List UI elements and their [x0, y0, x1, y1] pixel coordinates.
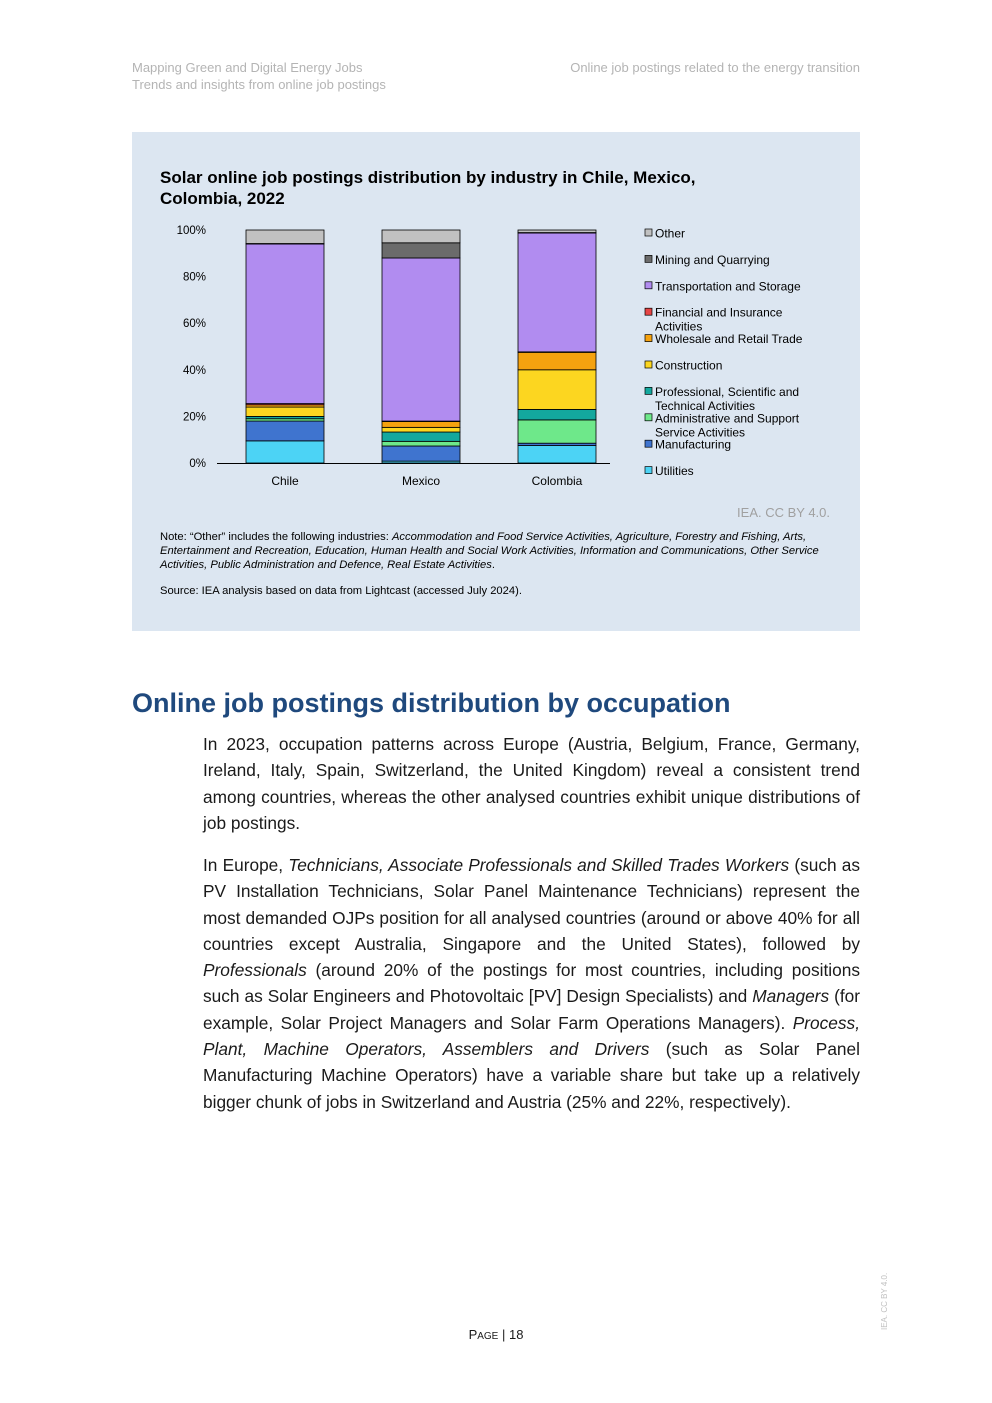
- p2-text-e: (around 20% of the postings for most cou…: [203, 960, 860, 1007]
- bar-segment: [517, 409, 597, 421]
- legend-swatch: [644, 307, 653, 316]
- legend-label: Construction: [655, 359, 722, 373]
- legend-label: Transportation and Storage: [655, 279, 801, 293]
- y-tick-label: 60%: [183, 318, 206, 330]
- legend-label: Financial and Insurance: [655, 306, 783, 320]
- legend-label: Other: [655, 227, 685, 241]
- bar-segment: [517, 232, 597, 353]
- legend-swatch: [644, 466, 653, 474]
- legend-label: Utilities: [655, 464, 694, 478]
- bar-segment: [381, 242, 461, 259]
- bar-segment: [517, 229, 597, 233]
- legend-swatch: [644, 334, 653, 342]
- bar-segment: [245, 229, 325, 244]
- y-tick-label: 20%: [183, 411, 206, 423]
- bar-segment: [381, 229, 461, 244]
- legend-swatch: [644, 360, 653, 369]
- legend-swatch: [644, 387, 653, 395]
- p2-text-c: (such as PV Installation Technicians, So…: [203, 855, 860, 954]
- page-separator: |: [498, 1327, 509, 1342]
- bar-segment: [381, 440, 461, 447]
- report-subtitle: Trends and insights from online job post…: [132, 77, 386, 92]
- p2-italic-technicians: Technicians, Associate Professionals and…: [288, 855, 790, 875]
- legend-label: Service Activities: [655, 425, 745, 439]
- note-industries: Accommodation and Food Service Activitie…: [160, 531, 819, 571]
- bar-segment: [245, 243, 325, 404]
- figure-source: Source: IEA analysis based on data from …: [160, 585, 522, 597]
- running-header-right: Online job postings related to the energ…: [570, 60, 860, 75]
- y-tick-label: 40%: [183, 365, 206, 377]
- p2-text-a: In Europe,: [203, 855, 289, 875]
- running-header-left: Mapping Green and Digital Energy Jobs Tr…: [132, 59, 386, 93]
- bar-segment: [381, 445, 461, 462]
- p2-text-i: (such as Solar Panel Manufacturing Machi…: [203, 1039, 860, 1112]
- x-tick-label: Chile: [271, 474, 299, 488]
- y-tick-label: 80%: [183, 272, 206, 284]
- x-tick-label: Colombia: [532, 474, 583, 488]
- section-heading: Online job postings distribution by occu…: [132, 688, 731, 718]
- x-tick-label: Mexico: [402, 474, 440, 488]
- stacked-bar-chart: 0% 20% 40% 60% 80% 100% Chile Mexico Colombia Oth…: [177, 225, 803, 488]
- paragraph-1: In 2023, occupation patterns across Euro…: [203, 734, 860, 833]
- figure-box: Solar online job postings distribution b…: [132, 132, 860, 631]
- bar-segment: [381, 426, 461, 433]
- legend-label: Wholesale and Retail Trade: [655, 332, 803, 346]
- legend-swatch: [644, 413, 653, 422]
- figure-credit: IEA. CC BY 4.0.: [737, 505, 830, 520]
- legend-label: Mining and Quarrying: [655, 253, 770, 267]
- p2-italic-operators: Process, Plant, Machine Operators, Assem…: [203, 1012, 860, 1060]
- bar-segment: [381, 421, 461, 428]
- bar-segment: [517, 445, 597, 464]
- page-footer: PAGE | 18: [0, 1327, 992, 1342]
- legend-label: Technical Activities: [655, 399, 755, 413]
- legend-label: Professional, Scientific and: [655, 385, 799, 399]
- bar-segment: [245, 420, 325, 442]
- report-title: Mapping Green and Digital Energy Jobs: [132, 60, 363, 75]
- bar-segment: [517, 369, 597, 410]
- bar-segment: [245, 406, 325, 417]
- page-label: PAGE: [468, 1327, 499, 1342]
- bar-segment: [517, 351, 597, 371]
- legend-swatch: [644, 281, 653, 290]
- p2-italic-professionals: Professionals: [203, 960, 307, 981]
- y-tick-label: 0%: [189, 458, 206, 470]
- legend-swatch: [644, 439, 653, 448]
- note-intro: Note: “Other” includes the following ind…: [160, 531, 392, 543]
- note-end: .: [491, 559, 495, 571]
- bar-segment: [517, 419, 597, 444]
- paragraph-2: In Europe, Technicians, Associate Profes…: [203, 852, 860, 1115]
- p2-italic-managers: Managers: [752, 986, 830, 1007]
- legend-label: Manufacturing: [655, 438, 731, 452]
- legend-label: Administrative and Support: [655, 411, 800, 425]
- chart-title: Solar online job postings distribution b…: [160, 168, 696, 208]
- bar-segment: [381, 431, 461, 442]
- bar-segment: [245, 440, 325, 464]
- legend-swatch: [644, 255, 653, 263]
- y-tick-label: 100%: [177, 225, 206, 237]
- legend-label: Activities: [655, 320, 702, 334]
- legend-swatch: [644, 228, 653, 237]
- p2-text-g: (for example, Solar Project Managers and…: [203, 986, 860, 1033]
- bar-segment: [381, 257, 461, 422]
- figure-note: Note: “Other” includes the following ind…: [160, 530, 820, 572]
- page-number: 18: [508, 1327, 524, 1342]
- side-credit: IEA. CC BY 4.0.: [880, 1272, 889, 1330]
